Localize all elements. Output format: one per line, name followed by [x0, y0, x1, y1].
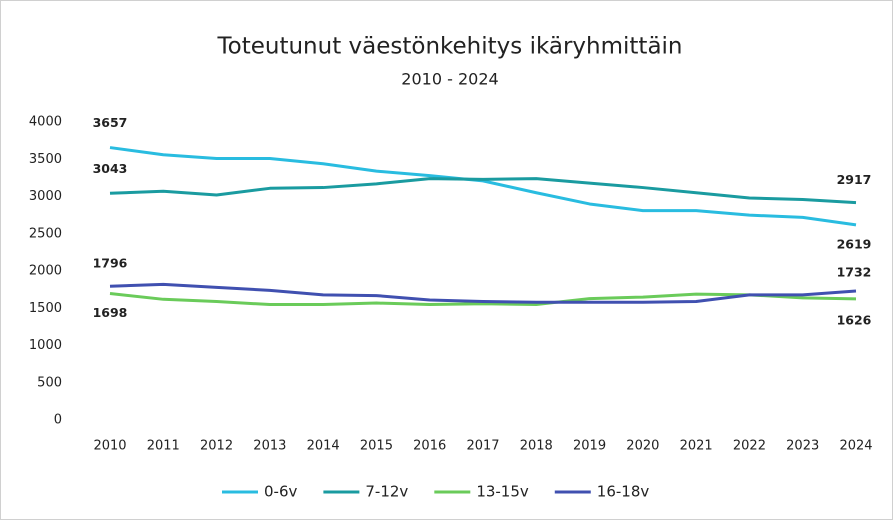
legend-label: 7-12v — [365, 483, 408, 501]
x-tick-label: 2021 — [680, 439, 713, 454]
chart-title: Toteutunut väestönkehitys ikäryhmittäin — [216, 34, 682, 60]
data-label: 2619 — [837, 236, 872, 251]
y-tick-label: 2500 — [29, 226, 62, 241]
x-tick-label: 2016 — [413, 439, 446, 454]
data-label: 1732 — [837, 264, 872, 279]
y-tick-label: 1000 — [29, 338, 62, 353]
x-tick-label: 2024 — [839, 439, 872, 454]
y-tick-label: 3500 — [29, 152, 62, 167]
y-tick-label: 1500 — [29, 301, 62, 316]
y-tick-label: 2000 — [29, 264, 62, 279]
y-tick-label: 3000 — [29, 189, 62, 204]
line-series — [109, 282, 857, 304]
y-tick-label: 4000 — [29, 115, 62, 130]
chart-subtitle: 2010 - 2024 — [401, 70, 498, 89]
legend-label: 16-18v — [597, 483, 650, 501]
x-tick-label: 2020 — [626, 439, 659, 454]
x-tick-label: 2015 — [360, 439, 393, 454]
x-tick-label: 2012 — [200, 439, 233, 454]
x-tick-label: 2013 — [253, 439, 286, 454]
x-tick-label: 2011 — [147, 439, 180, 454]
data-label: 1796 — [93, 256, 128, 271]
x-tick-label: 2014 — [307, 439, 340, 454]
data-label: 2917 — [837, 172, 872, 187]
legend-label: 13-15v — [476, 483, 529, 501]
data-label: 1626 — [837, 312, 872, 327]
x-tick-label: 2023 — [786, 439, 819, 454]
legend-label: 0-6v — [264, 483, 297, 501]
x-tick-label: 2018 — [520, 439, 553, 454]
x-tick-label: 2017 — [466, 439, 499, 454]
x-tick-label: 2010 — [93, 439, 126, 454]
data-label: 1698 — [93, 305, 128, 320]
line-series — [109, 292, 857, 307]
x-tick-label: 2022 — [733, 439, 766, 454]
y-tick-label: 0 — [54, 413, 62, 428]
line-series — [109, 177, 857, 205]
data-label: 3043 — [93, 161, 128, 176]
y-tick-label: 500 — [37, 375, 62, 390]
x-tick-label: 2019 — [573, 439, 606, 454]
data-label: 3657 — [93, 115, 128, 130]
